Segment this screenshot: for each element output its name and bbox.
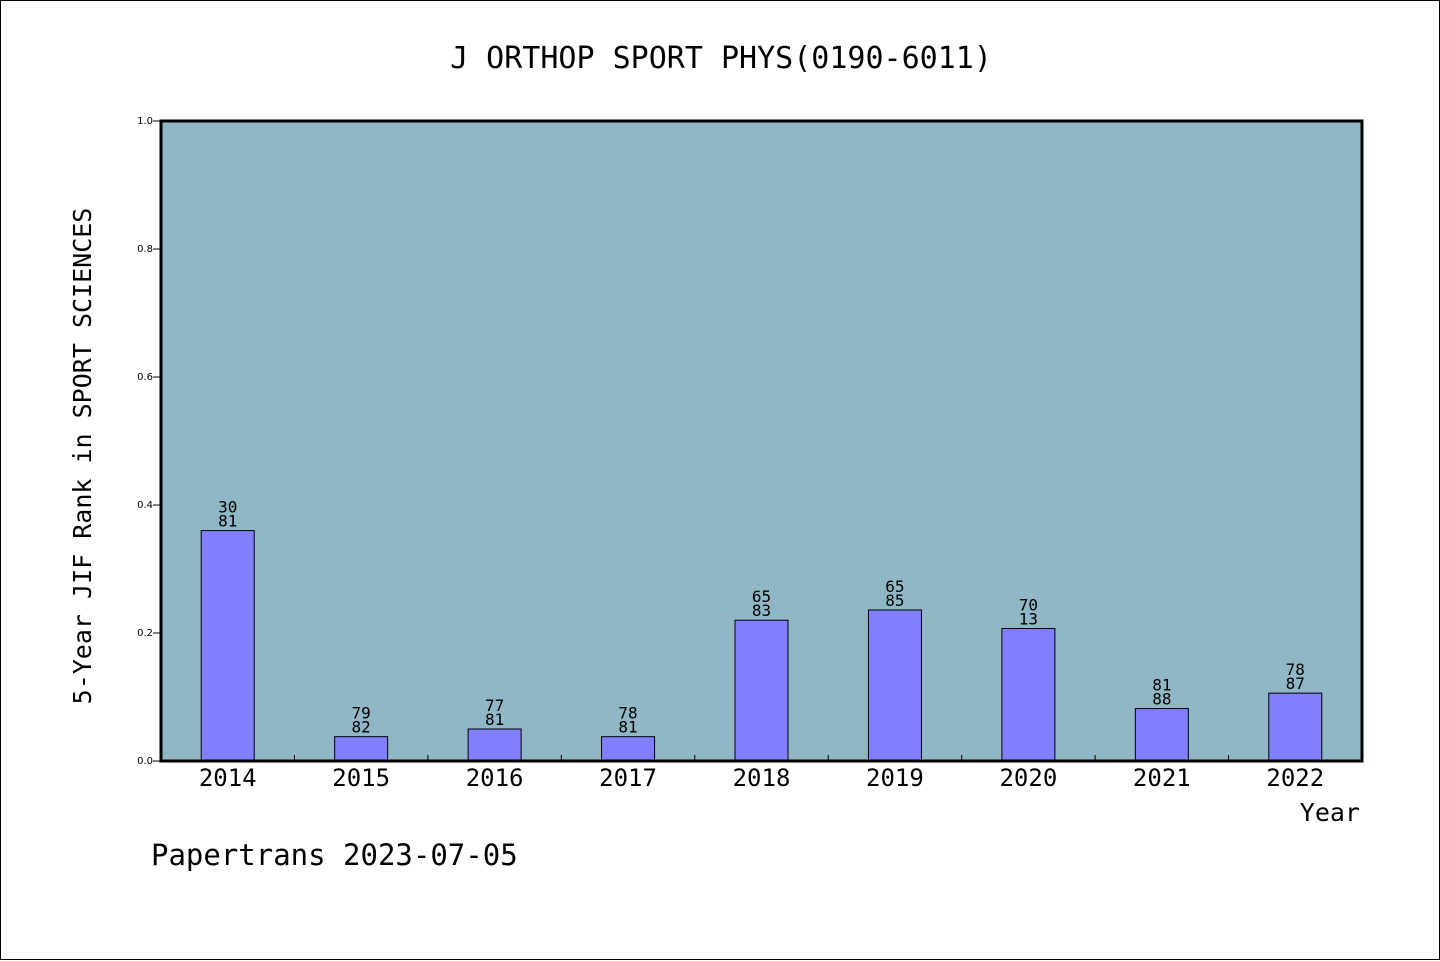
bar-2019 xyxy=(867,609,922,762)
bar-2021 xyxy=(1134,708,1189,762)
y-tick-label: 0.4 xyxy=(137,500,153,511)
bar-2015 xyxy=(334,736,389,762)
x-tick-label: 2018 xyxy=(733,764,791,792)
x-tick-label: 2019 xyxy=(866,764,924,792)
data-label-top: 30 xyxy=(218,498,237,517)
data-label-top: 78 xyxy=(1286,660,1305,679)
data-label-bottom: 81 xyxy=(218,512,237,531)
bar-2020 xyxy=(1001,628,1056,762)
plot-border xyxy=(159,119,1364,763)
bar-2022 xyxy=(1268,692,1323,762)
data-label-bottom: 82 xyxy=(352,718,371,737)
data-label-bottom: 87 xyxy=(1286,674,1305,693)
data-label-bottom: 81 xyxy=(485,710,504,729)
y-axis: 0.0 0.2 0.4 0.6 0.8 1.0 xyxy=(137,116,161,767)
x-tick-label: 2017 xyxy=(599,764,657,792)
data-label-bottom: 85 xyxy=(885,591,904,610)
x-tick-label: 2022 xyxy=(1266,764,1324,792)
x-tick-label: 2014 xyxy=(199,764,257,792)
data-label-top: 78 xyxy=(618,704,637,723)
data-label-top: 65 xyxy=(752,587,771,606)
y-tick-label: 1.0 xyxy=(137,116,153,127)
x-tick-label: 2016 xyxy=(466,764,524,792)
x-axis: 2014 2015 2016 2017 2018 2019 2020 2021 2022 xyxy=(199,755,1324,792)
bar-2016 xyxy=(467,728,522,762)
bar-2017 xyxy=(601,736,656,762)
data-label-top: 77 xyxy=(485,696,504,715)
x-tick-label: 2021 xyxy=(1133,764,1191,792)
footer-credit: Papertrans 2023-07-05 xyxy=(151,838,518,872)
y-tick-label: 0.8 xyxy=(137,244,153,255)
data-label-bottom: 81 xyxy=(618,718,637,737)
x-tick-label: 2015 xyxy=(332,764,390,792)
data-label-top: 81 xyxy=(1152,676,1171,695)
data-label-top: 70 xyxy=(1019,596,1038,615)
bar-2018 xyxy=(734,619,789,762)
y-tick-label: 0.6 xyxy=(137,372,153,383)
chart-title: J ORTHOP SPORT PHYS(0190-6011) xyxy=(450,41,992,76)
y-axis-label: 5-Year JIF Rank in SPORT SCIENCES xyxy=(68,208,97,705)
y-tick-label: 0.0 xyxy=(137,756,153,767)
y-tick-label: 0.2 xyxy=(137,628,153,639)
bar-2014 xyxy=(200,530,255,762)
x-axis-label: Year xyxy=(1300,798,1360,827)
x-tick-label: 2020 xyxy=(999,764,1057,792)
data-label-bottom: 88 xyxy=(1152,690,1171,709)
data-label-bottom: 13 xyxy=(1019,610,1038,629)
data-label-top: 65 xyxy=(885,577,904,596)
data-label-top: 79 xyxy=(352,704,371,723)
data-label-bottom: 83 xyxy=(752,601,771,620)
